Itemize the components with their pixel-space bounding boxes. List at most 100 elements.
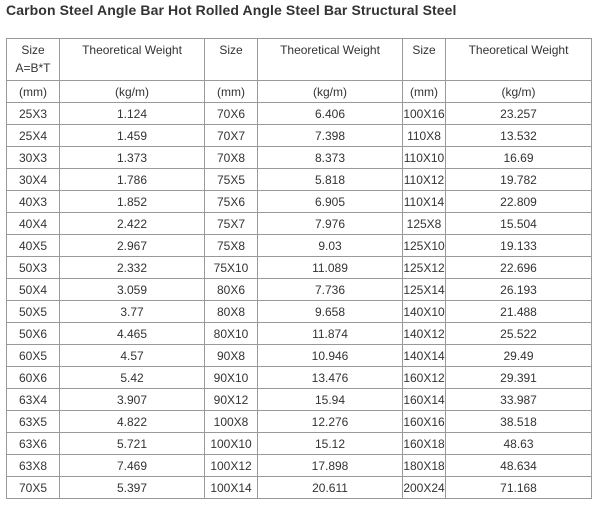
size-cell: 200X24: [402, 476, 446, 499]
table-row: 50X4 3.059 80X6 7.736 125X14 26.193: [6, 278, 592, 301]
table-row: 63X8 7.469 100X12 17.898 180X18 48.634: [6, 454, 592, 477]
size-cell: 50X3: [6, 256, 60, 279]
size-cell: 25X3: [6, 102, 60, 125]
size-cell: 125X8: [402, 212, 446, 235]
table-row: 40X5 2.967 75X8 9.03 125X10 19.133: [6, 234, 592, 257]
table-row: 30X4 1.786 75X5 5.818 110X12 19.782: [6, 168, 592, 191]
header-size-cell: Size: [402, 38, 446, 81]
weight-cell: 7.469: [59, 454, 205, 477]
weight-cell: 15.504: [445, 212, 592, 235]
weight-cell: 19.782: [445, 168, 592, 191]
header-size-formula: A=B*T: [15, 61, 51, 75]
weight-cell: 38.518: [445, 410, 592, 433]
weight-cell: 1.124: [59, 102, 205, 125]
weight-cell: 13.532: [445, 124, 592, 147]
size-cell: 50X5: [6, 300, 60, 323]
weight-cell: 9.658: [257, 300, 403, 323]
size-cell: 75X10: [204, 256, 258, 279]
angle-bar-weight-table: Size A=B*T Theoretical Weight Size Theor…: [6, 38, 592, 499]
header-size-label: Size: [21, 43, 45, 57]
size-cell: 180X18: [402, 454, 446, 477]
table-row: 40X4 2.422 75X7 7.976 125X8 15.504: [6, 212, 592, 235]
table-row: 50X6 4.465 80X10 11.874 140X12 25.522: [6, 322, 592, 345]
weight-cell: 5.42: [59, 366, 205, 389]
weight-cell: 7.976: [257, 212, 403, 235]
table-row: 30X3 1.373 70X8 8.373 110X10 16.69: [6, 146, 592, 169]
size-cell: 125X10: [402, 234, 446, 257]
size-cell: 70X8: [204, 146, 258, 169]
weight-cell: 1.852: [59, 190, 205, 213]
weight-cell: 19.133: [445, 234, 592, 257]
header-weight-cell: Theoretical Weight: [59, 38, 205, 81]
weight-cell: 3.77: [59, 300, 205, 323]
weight-cell: 5.818: [257, 168, 403, 191]
weight-cell: 23.257: [445, 102, 592, 125]
size-cell: 60X6: [6, 366, 60, 389]
weight-cell: 71.168: [445, 476, 592, 499]
size-cell: 160X18: [402, 432, 446, 455]
unit-weight-cell: (kg/m): [445, 80, 592, 103]
table-row: 63X4 3.907 90X12 15.94 160X14 33.987: [6, 388, 592, 411]
weight-cell: 11.089: [257, 256, 403, 279]
size-cell: 70X7: [204, 124, 258, 147]
weight-cell: 22.696: [445, 256, 592, 279]
size-cell: 70X5: [6, 476, 60, 499]
weight-cell: 26.193: [445, 278, 592, 301]
header-size-cell: Size A=B*T: [6, 38, 60, 81]
size-cell: 90X10: [204, 366, 258, 389]
weight-cell: 15.94: [257, 388, 403, 411]
unit-size-cell: (mm): [6, 80, 60, 103]
size-cell: 90X12: [204, 388, 258, 411]
size-cell: 75X5: [204, 168, 258, 191]
weight-cell: 29.49: [445, 344, 592, 367]
size-cell: 110X10: [402, 146, 446, 169]
size-cell: 125X12: [402, 256, 446, 279]
size-cell: 60X5: [6, 344, 60, 367]
unit-weight-cell: (kg/m): [257, 80, 403, 103]
weight-cell: 7.398: [257, 124, 403, 147]
size-cell: 63X8: [6, 454, 60, 477]
weight-cell: 5.721: [59, 432, 205, 455]
size-cell: 160X16: [402, 410, 446, 433]
size-cell: 50X4: [6, 278, 60, 301]
table-row: 25X4 1.459 70X7 7.398 110X8 13.532: [6, 124, 592, 147]
weight-cell: 3.907: [59, 388, 205, 411]
weight-cell: 13.476: [257, 366, 403, 389]
size-cell: 40X4: [6, 212, 60, 235]
size-cell: 160X12: [402, 366, 446, 389]
size-cell: 100X14: [204, 476, 258, 499]
table-row: 63X5 4.822 100X8 12.276 160X16 38.518: [6, 410, 592, 433]
size-cell: 75X7: [204, 212, 258, 235]
size-cell: 140X14: [402, 344, 446, 367]
size-cell: 40X3: [6, 190, 60, 213]
size-cell: 75X6: [204, 190, 258, 213]
size-cell: 75X8: [204, 234, 258, 257]
size-cell: 63X4: [6, 388, 60, 411]
size-cell: 100X8: [204, 410, 258, 433]
size-cell: 50X6: [6, 322, 60, 345]
weight-cell: 29.391: [445, 366, 592, 389]
weight-cell: 16.69: [445, 146, 592, 169]
header-weight-cell: Theoretical Weight: [257, 38, 403, 81]
table-row: 25X3 1.124 70X6 6.406 100X16 23.257: [6, 102, 592, 125]
weight-cell: 3.059: [59, 278, 205, 301]
weight-cell: 4.57: [59, 344, 205, 367]
weight-cell: 10.946: [257, 344, 403, 367]
weight-cell: 12.276: [257, 410, 403, 433]
weight-cell: 20.611: [257, 476, 403, 499]
weight-cell: 1.786: [59, 168, 205, 191]
weight-cell: 1.459: [59, 124, 205, 147]
weight-cell: 25.522: [445, 322, 592, 345]
size-cell: 80X10: [204, 322, 258, 345]
size-cell: 140X12: [402, 322, 446, 345]
header-weight-cell: Theoretical Weight: [445, 38, 592, 81]
table-row: 50X5 3.77 80X8 9.658 140X10 21.488: [6, 300, 592, 323]
weight-cell: 17.898: [257, 454, 403, 477]
page-title: Carbon Steel Angle Bar Hot Rolled Angle …: [6, 2, 457, 18]
size-cell: 110X14: [402, 190, 446, 213]
unit-size-cell: (mm): [402, 80, 446, 103]
unit-size-cell: (mm): [204, 80, 258, 103]
table-row: 70X5 5.397 100X14 20.611 200X24 71.168: [6, 476, 592, 499]
size-cell: 70X6: [204, 102, 258, 125]
weight-cell: 2.422: [59, 212, 205, 235]
